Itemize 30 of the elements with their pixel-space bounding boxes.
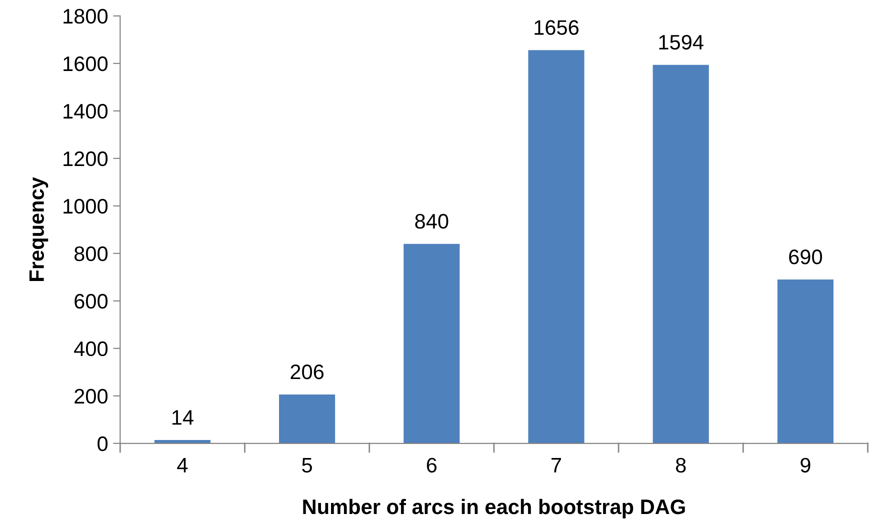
data-label: 14 — [172, 410, 194, 425]
y-tick-label: 200 — [74, 388, 108, 404]
x-tick-label: 7 — [552, 458, 561, 472]
y-tick-label: 1200 — [64, 151, 108, 166]
bar — [528, 50, 584, 444]
bar — [154, 440, 210, 444]
y-tick-label: 0 — [98, 436, 108, 452]
data-label: 1656 — [534, 20, 579, 35]
bar — [777, 280, 834, 444]
x-tick-label: 8 — [676, 458, 686, 473]
bar — [404, 244, 460, 444]
data-label: 206 — [290, 364, 324, 380]
y-tick-label: 600 — [74, 294, 108, 309]
x-tick-label: 4 — [177, 458, 188, 472]
y-tick-label: 1000 — [64, 198, 108, 214]
data-label: 840 — [415, 214, 448, 229]
y-tick-label: 1800 — [64, 8, 108, 24]
y-tick-label: 800 — [74, 246, 108, 262]
x-axis-title: Number of arcs in each bootstrap DAG — [303, 498, 685, 518]
x-tick-label: 9 — [800, 458, 810, 473]
y-axis-title: Frequency — [29, 177, 48, 281]
x-tick-label: 5 — [302, 458, 312, 473]
y-tick-label: 1400 — [64, 104, 108, 119]
bar — [652, 64, 709, 444]
x-tick-label: 6 — [426, 458, 437, 473]
y-tick-label: 1600 — [64, 56, 108, 72]
bar — [279, 394, 336, 444]
data-label: 1594 — [659, 34, 704, 50]
y-tick-label: 400 — [74, 341, 108, 356]
data-label: 690 — [789, 250, 822, 264]
